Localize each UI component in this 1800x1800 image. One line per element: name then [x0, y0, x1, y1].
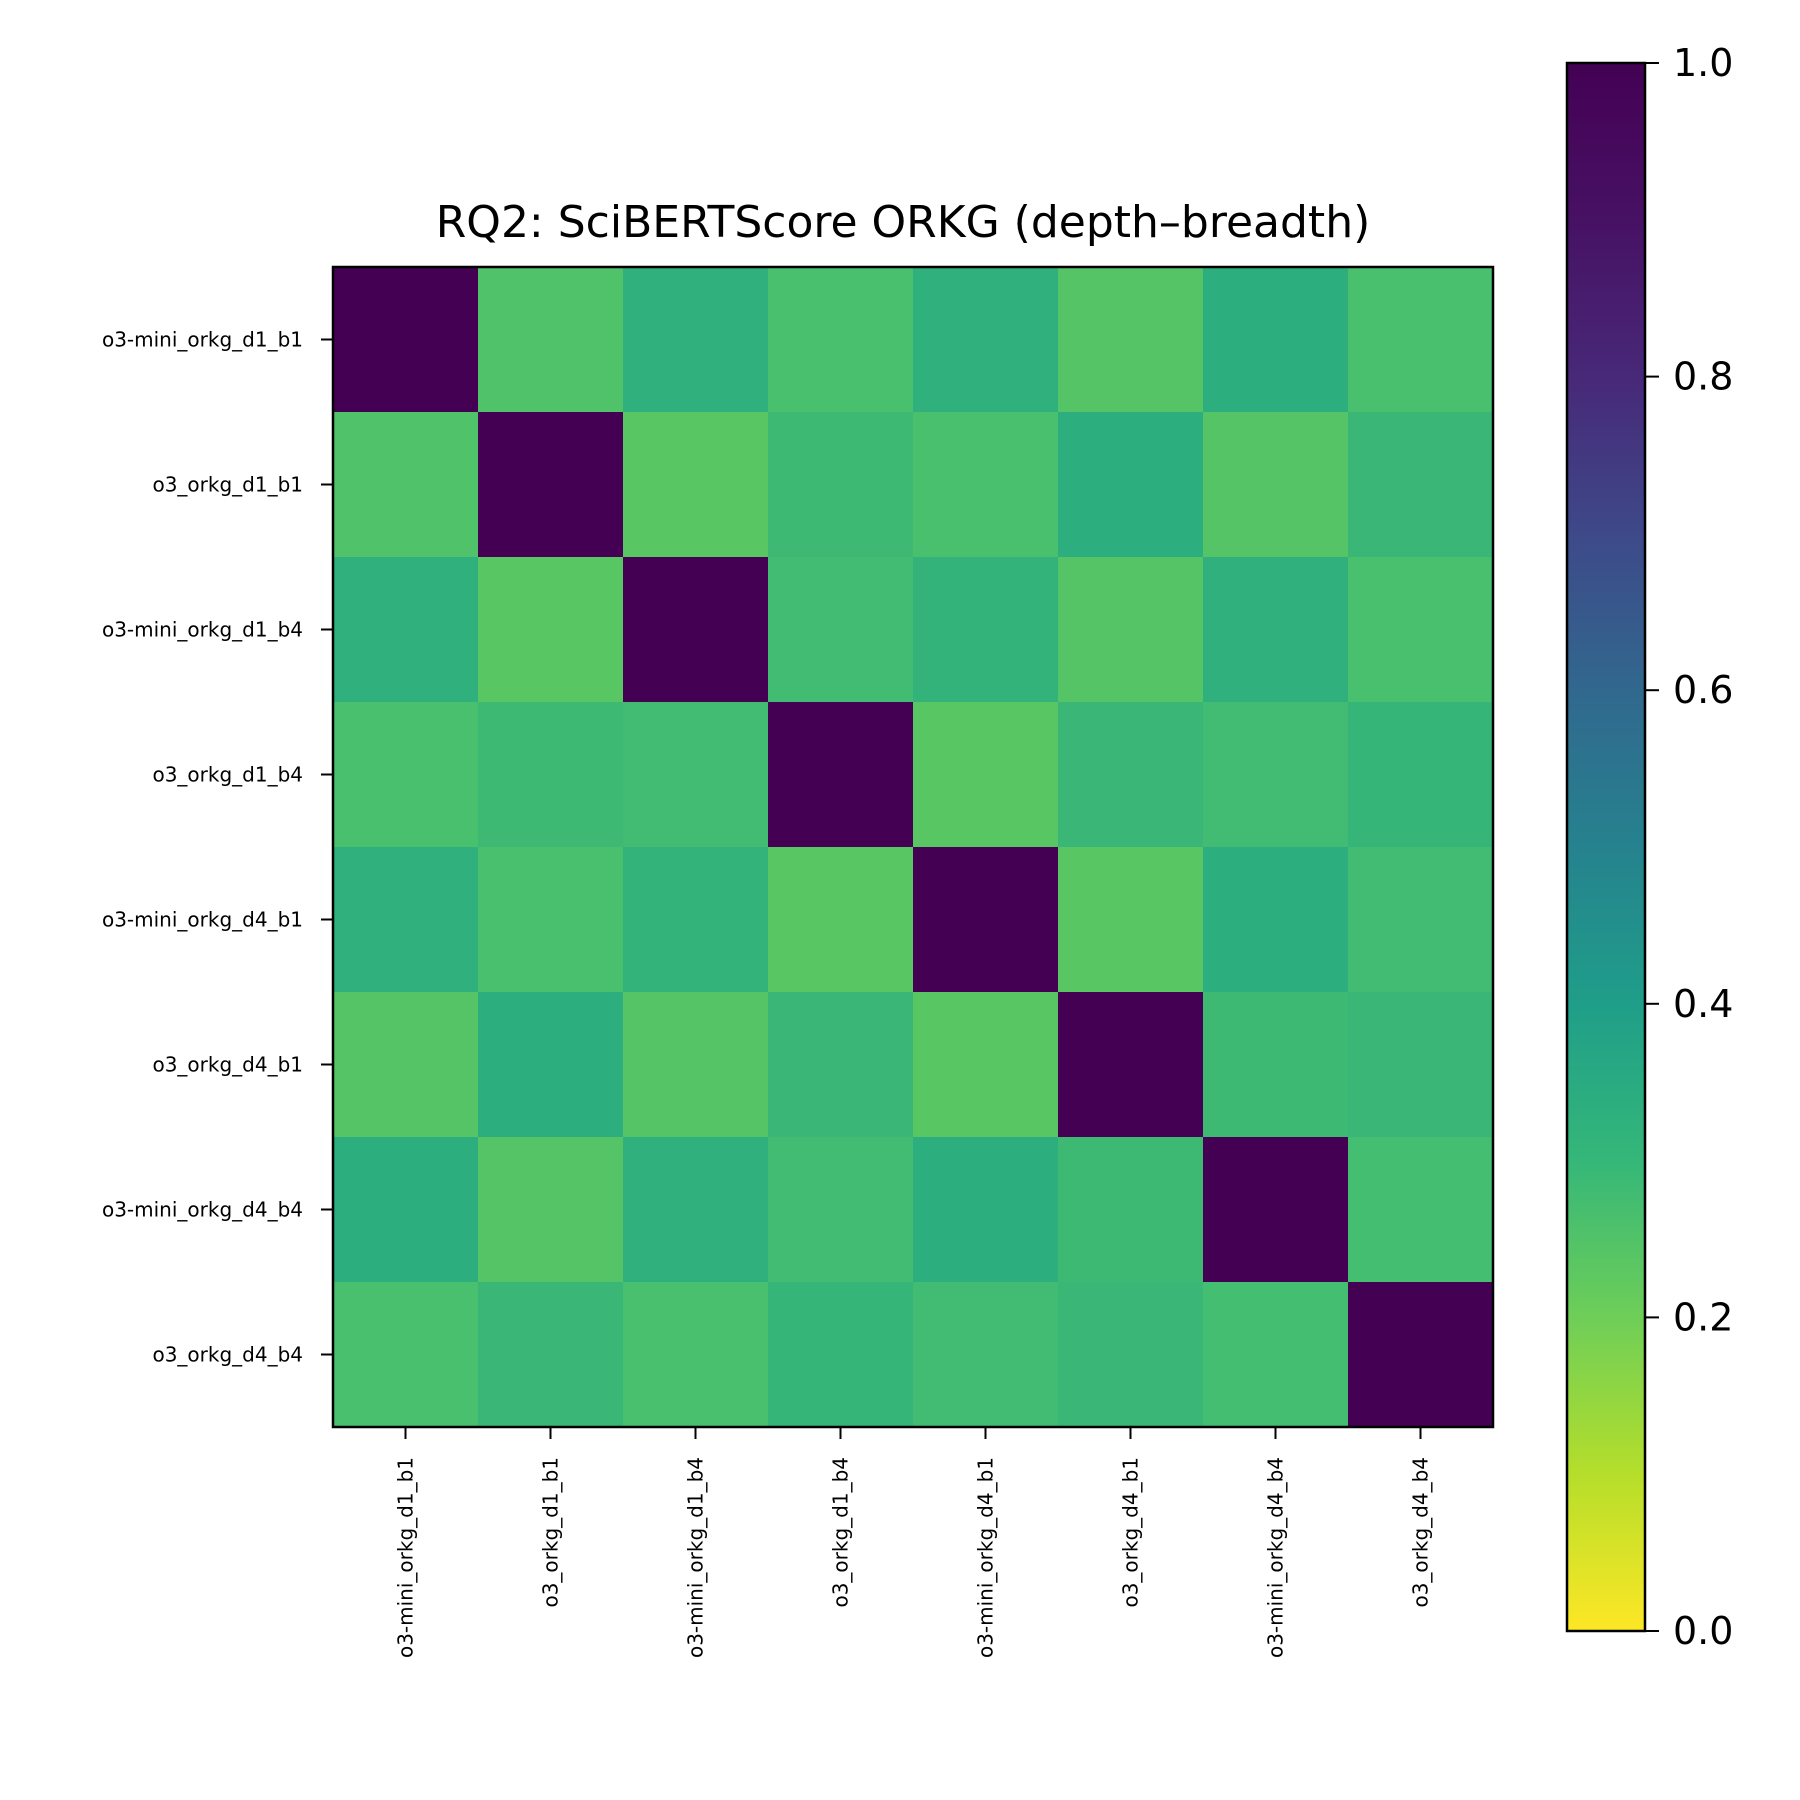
column-tick-label: o3-mini_orkg_d4_b4: [1264, 1457, 1288, 1658]
heatmap-cell: [333, 267, 479, 413]
heatmap-cell: [913, 847, 1059, 993]
column-tick-label: o3_orkg_d1_b1: [539, 1457, 563, 1608]
colorbar-tick-label: 0.4: [1673, 982, 1733, 1026]
heatmap-cell: [768, 1137, 914, 1283]
row-tick-label: o3_orkg_d4_b1: [152, 1053, 303, 1077]
heatmap-cell: [913, 412, 1059, 558]
heatmap-cell: [478, 1137, 624, 1283]
chart-title: RQ2: SciBERTScore ORKG (depth–breadth): [436, 197, 1371, 248]
heatmap-cell: [1348, 267, 1494, 413]
row-tick-label: o3_orkg_d1_b1: [152, 473, 303, 497]
row-tick-label: o3_orkg_d4_b4: [152, 1343, 303, 1367]
column-tick-label: o3_orkg_d4_b1: [1119, 1457, 1143, 1608]
heatmap-cell: [1203, 1137, 1349, 1283]
heatmap-cell: [1203, 1282, 1349, 1428]
heatmap-cell: [768, 702, 914, 848]
heatmap-cell: [1058, 412, 1204, 558]
heatmap-cell: [768, 412, 914, 558]
heatmap-cell: [913, 1137, 1059, 1283]
heatmap-cell: [1203, 267, 1349, 413]
heatmap-cell: [1348, 992, 1494, 1138]
heatmap-cell: [478, 847, 624, 993]
heatmap-cell: [333, 557, 479, 703]
heatmap-cell: [478, 992, 624, 1138]
heatmap-cell: [478, 557, 624, 703]
heatmap-cell: [623, 267, 769, 413]
heatmap-cell: [1058, 557, 1204, 703]
heatmap-cell: [623, 702, 769, 848]
heatmap-cell: [1058, 1282, 1204, 1428]
heatmap-cell: [333, 412, 479, 558]
column-tick-labels: o3-mini_orkg_d1_b1 o3_orkg_d1_b1 o3-mini_o…: [394, 1427, 1433, 1658]
heatmap-cell: [623, 847, 769, 993]
colorbar-tick-label: 0.6: [1673, 668, 1733, 712]
heatmap-cell: [623, 1137, 769, 1283]
column-tick-label: o3_orkg_d1_b4: [829, 1457, 853, 1608]
heatmap-cell: [1348, 1137, 1494, 1283]
heatmap-cell: [913, 557, 1059, 703]
column-tick-label: o3_orkg_d4_b4: [1409, 1457, 1433, 1608]
colorbar: [1565, 61, 1647, 1633]
heatmap-cell: [1058, 267, 1204, 413]
column-tick-label: o3-mini_orkg_d1_b4: [684, 1457, 708, 1658]
heatmap-cell: [1058, 1137, 1204, 1283]
heatmap-cell: [913, 1282, 1059, 1428]
heatmap-cell: [913, 267, 1059, 413]
row-tick-label: o3-mini_orkg_d1_b1: [102, 328, 303, 352]
heatmap-cell: [1203, 847, 1349, 993]
heatmap-cell: [623, 992, 769, 1138]
heatmap-cell: [478, 267, 624, 413]
heatmap-cell: [1348, 847, 1494, 993]
row-tick-label: o3_orkg_d1_b4: [152, 763, 303, 787]
heatmap-cell: [623, 412, 769, 558]
heatmap-cell: [768, 992, 914, 1138]
heatmap-cell: [1348, 557, 1494, 703]
heatmap-cell: [1203, 557, 1349, 703]
heatmap-cell: [1348, 412, 1494, 558]
colorbar-tick-label: 1.0: [1673, 41, 1733, 85]
heatmap-cell: [1058, 992, 1204, 1138]
heatmap-cell: [768, 847, 914, 993]
heatmap-cell: [1348, 702, 1494, 848]
heatmap-cell: [1058, 702, 1204, 848]
heatmap-cell: [478, 1282, 624, 1428]
heatmap-cell: [1348, 1282, 1494, 1428]
heatmap-cell: [1058, 847, 1204, 993]
heatmap-cell: [478, 702, 624, 848]
column-tick-label: o3-mini_orkg_d1_b1: [394, 1457, 418, 1658]
heatmap-cell: [768, 267, 914, 413]
column-tick-label: o3-mini_orkg_d4_b1: [974, 1457, 998, 1658]
heatmap-cell: [768, 1282, 914, 1428]
heatmap-cells: [333, 267, 1494, 1428]
heatmap-cell: [913, 702, 1059, 848]
plot-frame: [331, 265, 1495, 1429]
row-tick-label: o3-mini_orkg_d1_b4: [102, 618, 303, 642]
colorbar-ticks: 0.0 0.2 0.4 0.6 0.8 1.0: [1645, 41, 1733, 1653]
heatmap-cell: [913, 992, 1059, 1138]
colorbar-tick-label: 0.8: [1673, 355, 1733, 399]
heatmap-cell: [333, 992, 479, 1138]
heatmap-cell: [623, 557, 769, 703]
heatmap-cell: [623, 1282, 769, 1428]
heatmap-cell: [333, 1137, 479, 1283]
heatmap-cell: [333, 702, 479, 848]
heatmap-cell: [768, 557, 914, 703]
colorbar-tick-label: 0.0: [1673, 1609, 1733, 1653]
row-tick-label: o3-mini_orkg_d4_b1: [102, 908, 303, 932]
heatmap-cell: [1203, 412, 1349, 558]
heatmap-cell: [1203, 702, 1349, 848]
heatmap-cell: [333, 1282, 479, 1428]
row-tick-labels: o3-mini_orkg_d1_b1 o3_orkg_d1_b1 o3-mini_o…: [102, 328, 333, 1367]
colorbar-tick-label: 0.2: [1673, 1295, 1733, 1339]
heatmap-cell: [333, 847, 479, 993]
heatmap-cell: [478, 412, 624, 558]
heatmap-cell: [1203, 992, 1349, 1138]
row-tick-label: o3-mini_orkg_d4_b4: [102, 1198, 303, 1222]
